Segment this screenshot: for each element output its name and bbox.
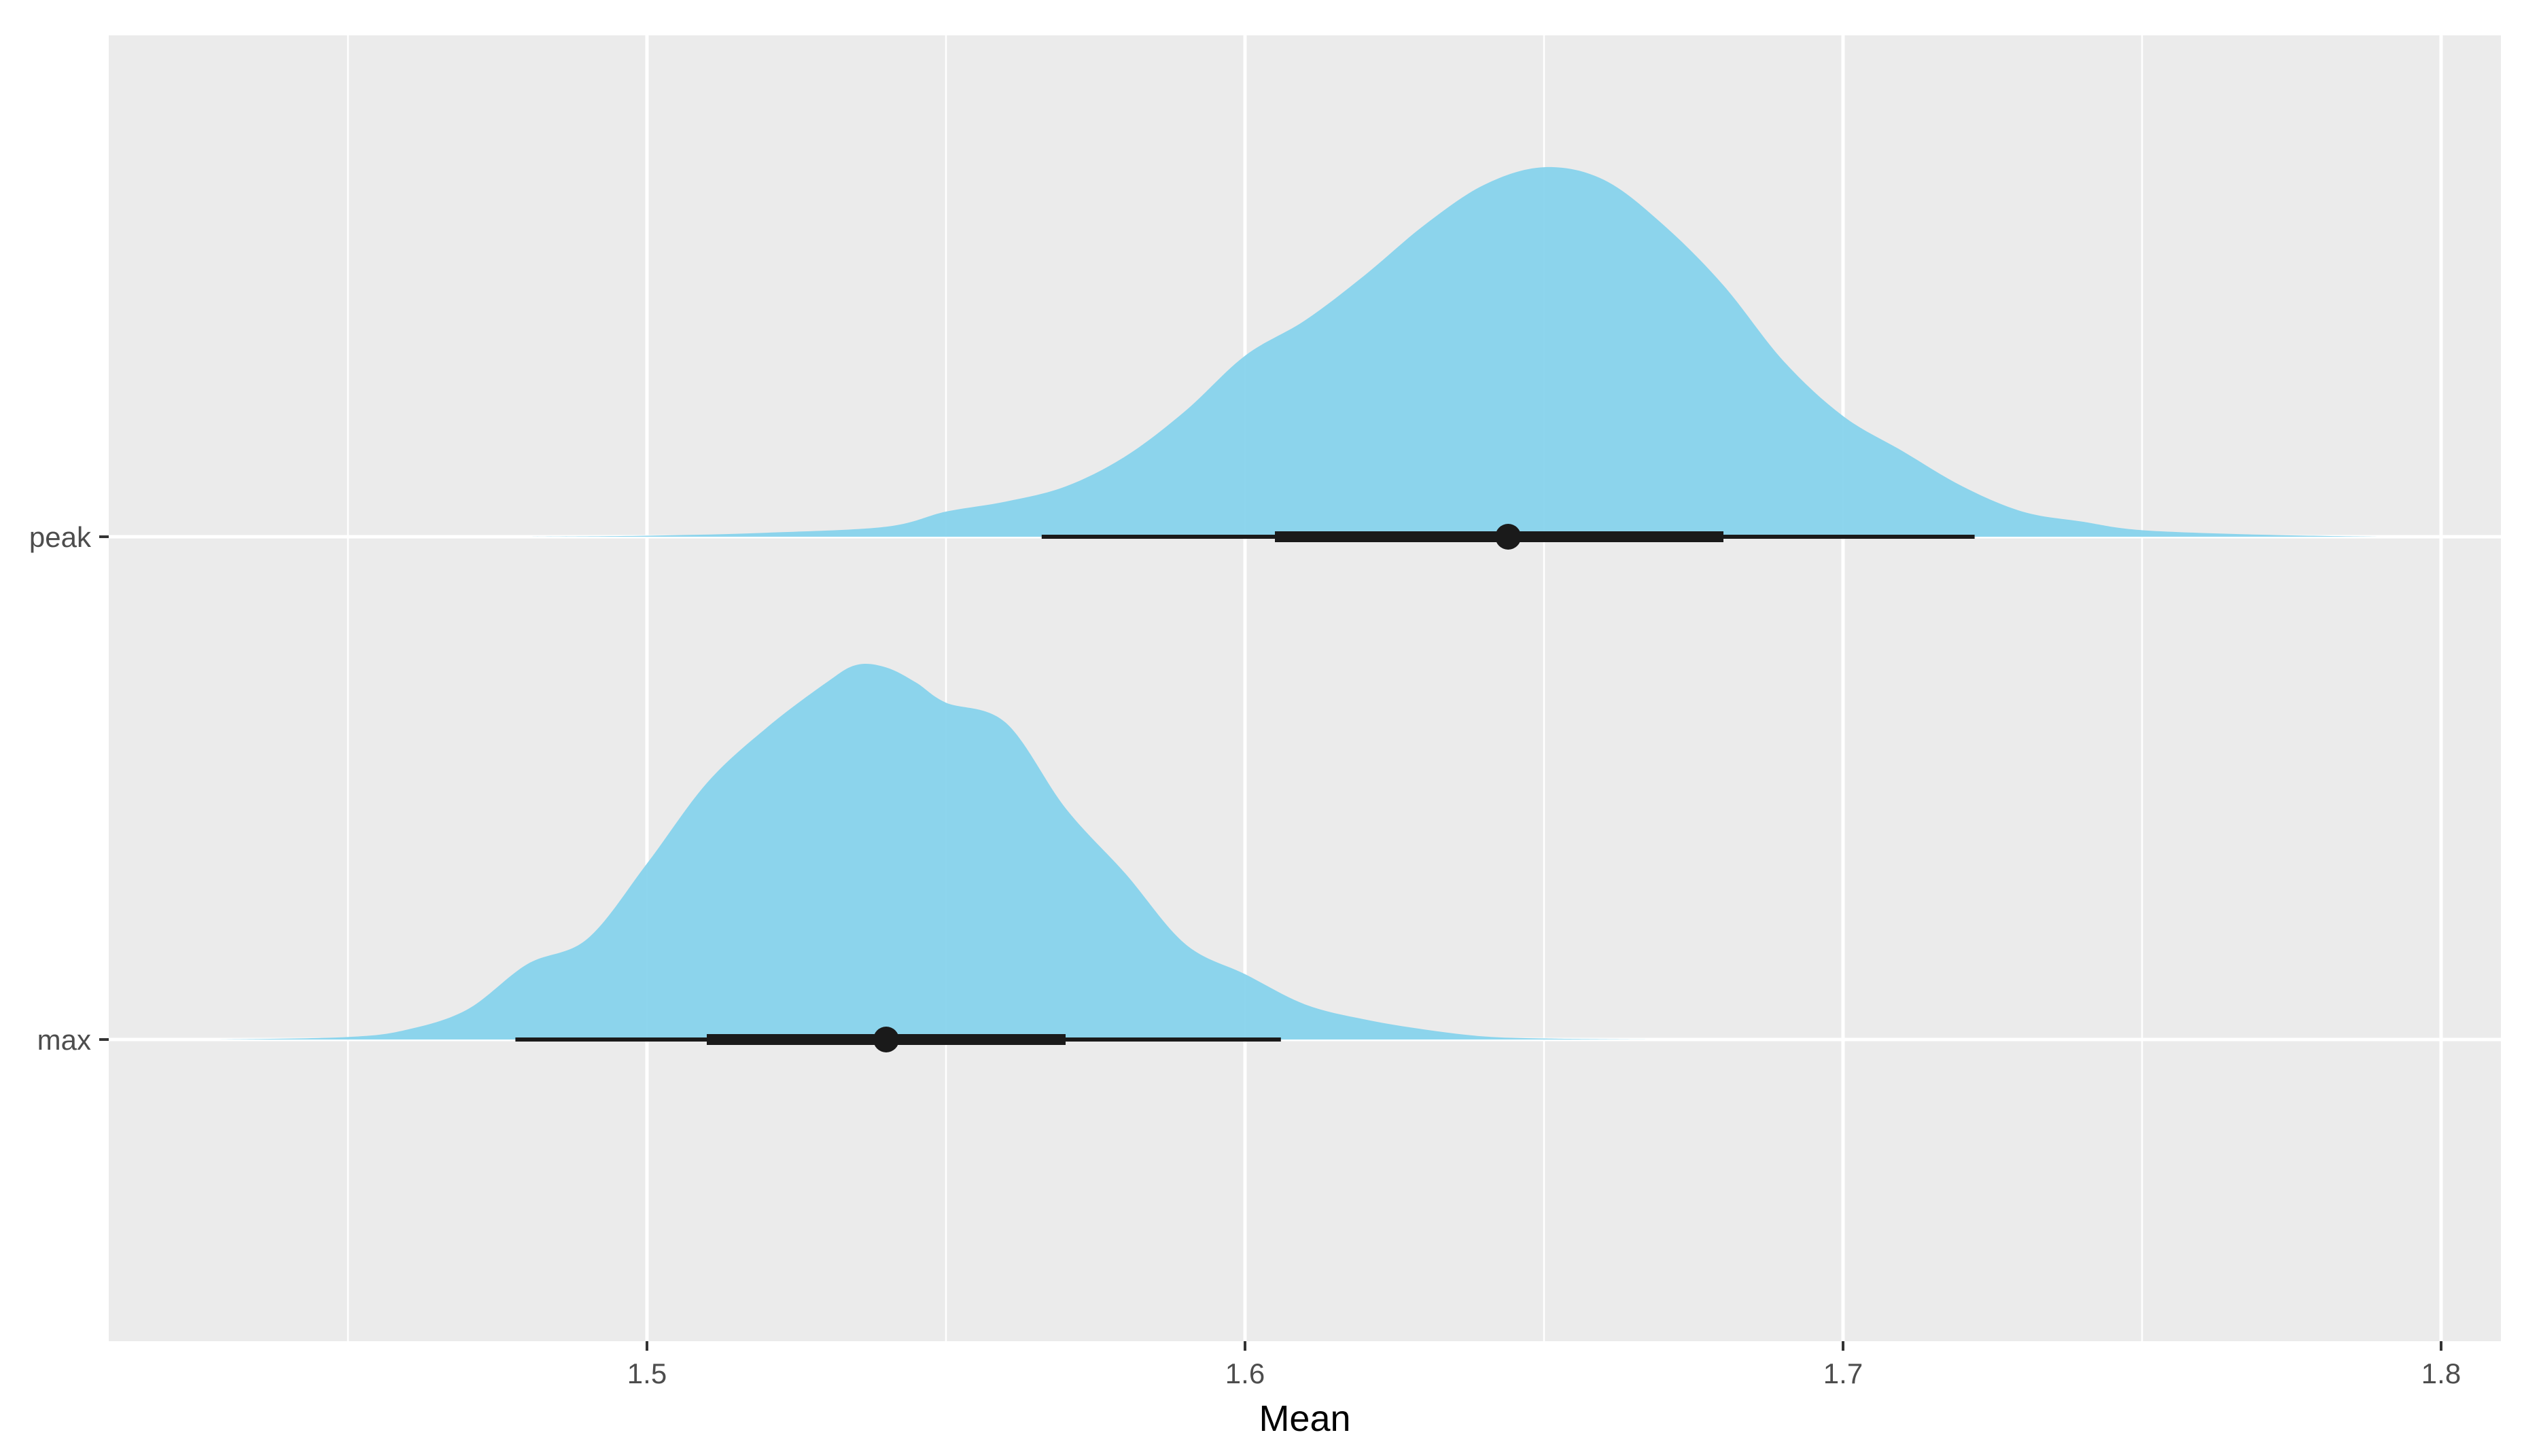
x-tick-label: 1.6	[1225, 1357, 1265, 1389]
density-max	[216, 664, 1646, 1040]
x-tick-label: 1.8	[2421, 1357, 2461, 1389]
point-estimate-peak	[1495, 524, 1522, 550]
density-layer	[216, 166, 2381, 1040]
x-axis-title: Mean	[1259, 1398, 1350, 1439]
y-tick-label-peak: peak	[29, 521, 92, 553]
panel-background	[109, 35, 2501, 1341]
interval-layer	[515, 524, 1975, 1052]
x-tick-label: 1.7	[1823, 1357, 1863, 1389]
point-estimate-max	[873, 1027, 899, 1052]
density-peak	[527, 166, 2381, 537]
x-tick-label: 1.5	[627, 1357, 667, 1389]
y-tick-label-max: max	[37, 1024, 91, 1056]
axis-layer: 1.5 1.6 1.7 1.8 peak max	[29, 521, 2461, 1389]
